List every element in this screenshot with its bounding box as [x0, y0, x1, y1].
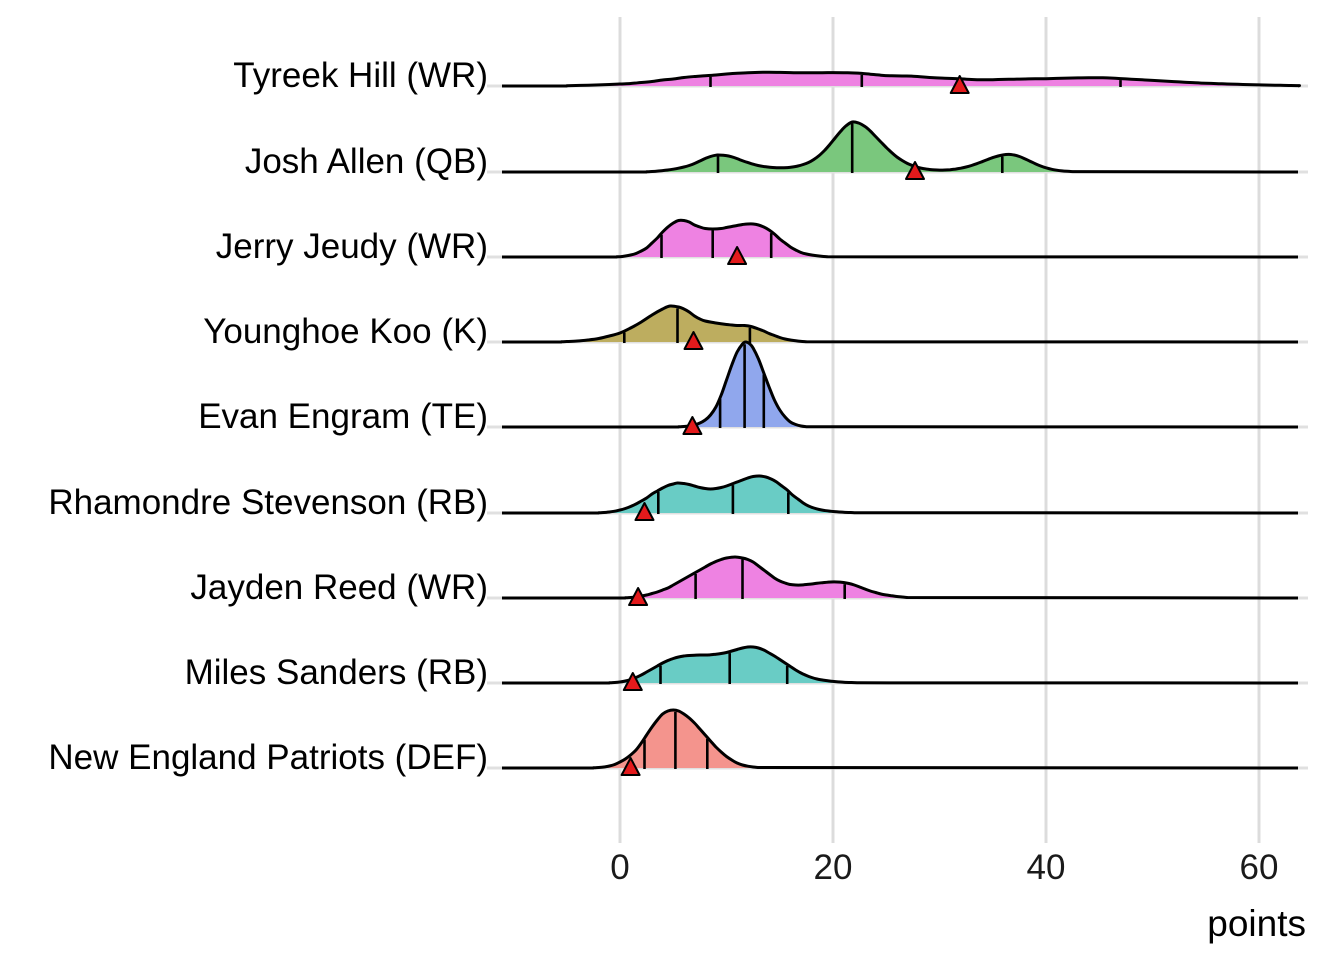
actual-points-marker: [949, 75, 970, 94]
density-outline: [502, 555, 1299, 600]
row-label-rhamondre-stevenson: Rhamondre Stevenson (RB): [48, 483, 488, 522]
row-label-josh-allen: Josh Allen (QB): [244, 142, 488, 181]
density-area-wr-2: [616, 220, 828, 257]
actual-points-marker: [727, 246, 748, 265]
density-outline: [502, 474, 1299, 515]
row-label-evan-engram: Evan Engram (TE): [198, 397, 488, 436]
row-label-jerry-jeudy: Jerry Jeudy (WR): [215, 227, 488, 266]
density-area-k-3: [561, 305, 807, 342]
density-area-rb-5: [598, 475, 855, 513]
row-label-younghoe-koo: Younghoe Koo (K): [203, 312, 488, 351]
actual-points-marker: [634, 502, 655, 521]
actual-points-marker: [628, 587, 649, 606]
density-area-rb-7: [609, 646, 860, 683]
x-tick-40: 40: [1026, 848, 1066, 887]
x-tick-0: 0: [610, 848, 630, 887]
density-outline: [502, 304, 1299, 344]
density-outline: [502, 645, 1299, 685]
row-label-patriots-def: New England Patriots (DEF): [48, 738, 488, 777]
actual-points-marker: [905, 161, 925, 180]
density-outline: [502, 120, 1299, 174]
x-axis-title: points: [1207, 903, 1306, 944]
density-outline: [502, 708, 1299, 770]
actual-points-marker: [620, 757, 641, 776]
row-label-miles-sanders: Miles Sanders (RB): [184, 653, 488, 692]
row-label-jayden-reed: Jayden Reed (WR): [190, 568, 488, 607]
x-tick-60: 60: [1239, 848, 1279, 887]
actual-points-marker: [682, 416, 703, 435]
density-area-wr-6: [625, 557, 908, 598]
density-area-qb-1: [646, 121, 1073, 172]
density-outline: [502, 218, 1299, 259]
row-label-tyreek-hill: Tyreek Hill (WR): [233, 56, 488, 95]
density-outline: [502, 70, 1301, 88]
density-area-te-4: [678, 342, 807, 427]
density-outline: [502, 340, 1299, 429]
actual-points-marker: [683, 331, 704, 350]
actual-points-marker: [622, 672, 643, 691]
x-tick-20: 20: [813, 848, 853, 887]
